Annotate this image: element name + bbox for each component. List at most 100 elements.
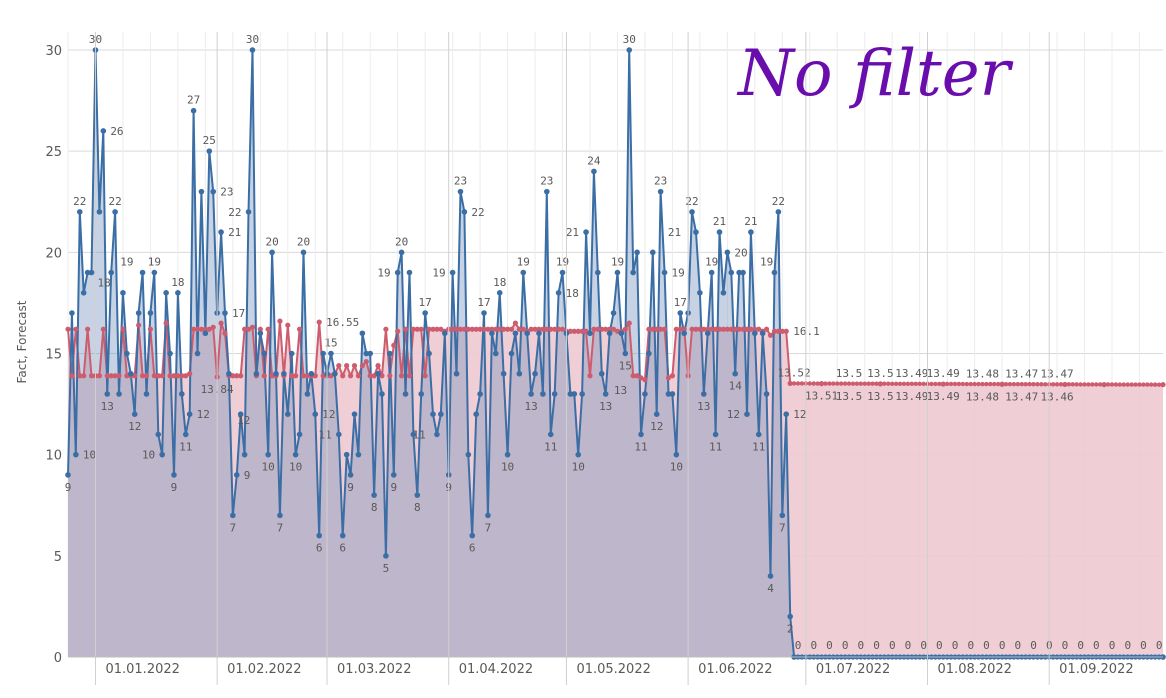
forecast-point <box>473 326 479 332</box>
forecast-point <box>901 381 907 387</box>
fact-point <box>567 391 574 397</box>
forecast-point <box>461 326 467 332</box>
forecast-point <box>277 318 283 324</box>
fact-point <box>359 330 366 337</box>
forecast-point <box>159 373 165 379</box>
fact-area <box>68 50 1163 657</box>
fact-point <box>571 391 578 397</box>
fact-point <box>116 391 122 397</box>
forecast-point <box>795 381 801 386</box>
zero-data-label: 0 <box>983 639 990 652</box>
forecast-point <box>827 381 832 386</box>
fact-point <box>626 47 633 53</box>
fact-point <box>261 350 268 357</box>
fact-point <box>653 411 660 418</box>
fact-point <box>732 370 739 377</box>
fact-point <box>84 269 91 276</box>
forecast-point <box>194 326 201 332</box>
forecast-point <box>1078 382 1083 387</box>
data-label: 14 <box>729 380 743 393</box>
fact-point <box>383 553 389 559</box>
forecast-point <box>289 373 295 379</box>
data-label: 27 <box>187 94 200 107</box>
forecast-point <box>206 326 212 332</box>
fact-point <box>222 310 228 316</box>
data-label: 13.52 <box>778 366 811 379</box>
forecast-point <box>418 326 424 332</box>
fact-point <box>151 269 158 276</box>
data-label: 19 <box>120 256 133 269</box>
data-label: 19 <box>517 256 530 269</box>
x-tick-label: 01.09.2022 <box>1059 662 1133 677</box>
data-label: 5 <box>383 562 390 575</box>
data-label: 13.5 <box>867 390 894 403</box>
fact-point <box>265 451 271 458</box>
fact-point <box>343 451 350 458</box>
zero-data-label: 0 <box>967 639 974 652</box>
forecast-point <box>866 381 871 386</box>
forecast-point <box>434 326 440 332</box>
zero-data-label: 0 <box>826 639 833 652</box>
forecast-point <box>190 326 197 332</box>
forecast-point <box>752 326 758 332</box>
fact-point <box>481 310 487 316</box>
fact-point <box>681 330 687 337</box>
fact-point <box>461 209 468 215</box>
forecast-point <box>1105 382 1111 387</box>
forecast-point <box>69 373 75 379</box>
forecast-point <box>819 381 824 386</box>
fact-point <box>194 350 201 357</box>
data-label: 21 <box>228 226 241 239</box>
forecast-point <box>1125 382 1130 387</box>
fact-point <box>469 532 476 539</box>
data-label: 13 <box>101 400 114 413</box>
forecast-point <box>359 363 365 369</box>
fact-point <box>485 512 491 519</box>
forecast-point <box>520 326 526 332</box>
fact-point <box>449 269 456 276</box>
forecast-point <box>799 381 805 386</box>
fact-point <box>198 188 205 195</box>
fact-point <box>477 391 483 397</box>
forecast-point <box>85 326 91 332</box>
forecast-point <box>622 326 628 332</box>
fact-point <box>752 330 758 337</box>
forecast-point <box>984 381 989 387</box>
fact-point <box>147 310 154 316</box>
data-label: 23 <box>454 175 467 188</box>
handwritten-annotation: No filter <box>736 37 1014 111</box>
fact-point <box>453 370 460 377</box>
forecast-point <box>1003 381 1009 387</box>
fact-point <box>300 249 307 256</box>
forecast-point <box>410 326 416 332</box>
data-label: 23 <box>540 175 553 188</box>
forecast-point <box>430 326 436 332</box>
zero-data-label: 0 <box>873 639 880 652</box>
forecast-point <box>477 326 483 332</box>
fact-point <box>591 168 597 175</box>
forecast-point <box>858 381 863 386</box>
forecast-point <box>1082 382 1087 387</box>
data-label: 17 <box>232 307 245 320</box>
x-tick-label: 01.07.2022 <box>816 662 890 677</box>
data-label: 21 <box>744 215 757 228</box>
data-label: 13.5 <box>836 390 863 403</box>
fact-point <box>218 229 224 235</box>
forecast-point <box>1015 381 1020 387</box>
forecast-point <box>238 373 244 379</box>
x-tick-label: 01.01.2022 <box>105 662 179 677</box>
data-label: 19 <box>672 267 685 280</box>
forecast-point <box>850 381 856 386</box>
forecast-point <box>846 381 852 386</box>
fact-point <box>414 492 421 498</box>
data-label: 9 <box>390 481 397 494</box>
data-label: 8 <box>414 501 421 514</box>
y-tick-label: 0 <box>54 651 62 666</box>
data-label: 13 <box>524 400 537 413</box>
fact-point <box>677 310 684 316</box>
fact-point <box>496 290 503 296</box>
forecast-point <box>665 375 672 381</box>
forecast-point <box>807 381 812 386</box>
fact-point <box>689 209 695 215</box>
forecast-point <box>677 326 683 332</box>
